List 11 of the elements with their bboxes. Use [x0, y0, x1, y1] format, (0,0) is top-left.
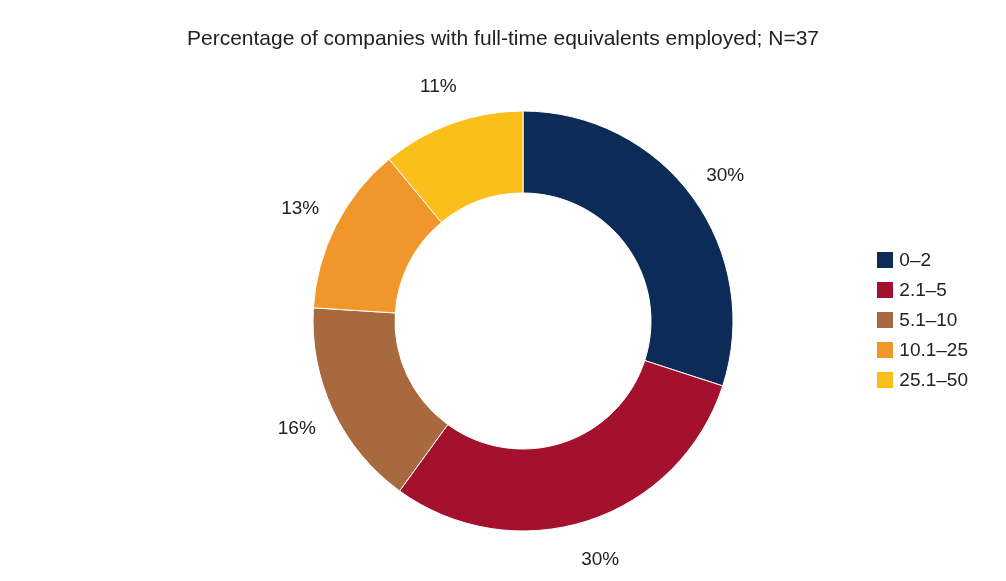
- data-label: 13%: [281, 197, 320, 218]
- legend-label: 5.1–10: [899, 307, 958, 332]
- chart-title: Percentage of companies with full-time equivalents employed; N=37: [185, 25, 821, 51]
- legend-label: 2.1–5: [899, 277, 947, 302]
- legend-label: 10.1–25: [899, 337, 968, 362]
- data-label: 30%: [581, 548, 620, 570]
- data-label: 16%: [277, 416, 316, 438]
- data-label: 30%: [706, 163, 745, 185]
- legend-label: 0–2: [899, 247, 932, 272]
- data-label: 11%: [420, 75, 457, 97]
- legend-label: 25.1–50: [899, 367, 968, 392]
